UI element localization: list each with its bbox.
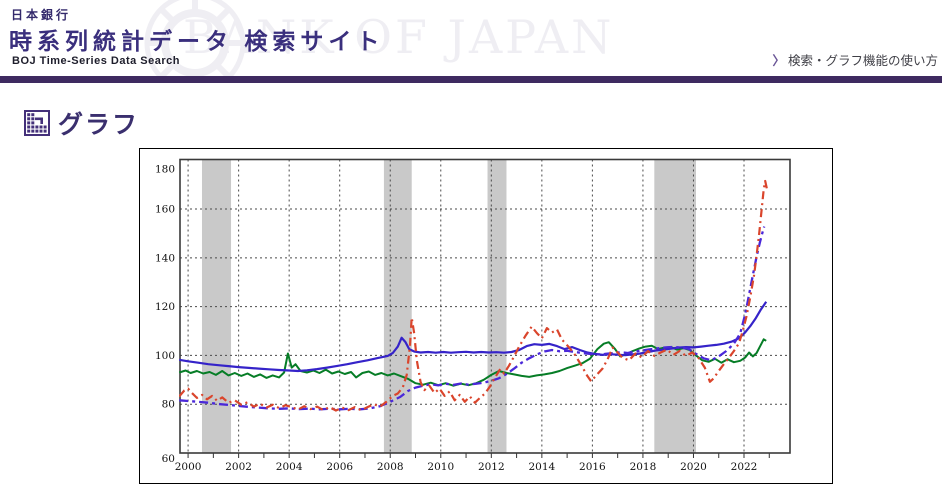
x-axis-label: 2002 [225,461,252,473]
y-axis-label: 180 [155,164,175,176]
y-axis-label: 80 [162,399,175,411]
site-subtitle: BOJ Time-Series Data Search [12,55,180,67]
x-axis-label: 2018 [630,461,657,473]
section-title: グラフ [58,111,140,139]
x-axis-label: 2004 [276,461,303,473]
help-link[interactable]: 〉検索・グラフ機能の使い方 [772,50,938,69]
brand-japanese-small: 日本銀行 [11,8,72,22]
y-axis-label: 100 [155,350,175,362]
x-axis-label: 2000 [175,461,202,473]
site-header: BANK OF JAPAN 日本銀行 時系列統計データ 検索サイト BOJ Ti… [0,0,942,83]
chevron-right-icon: 〉 [772,54,785,68]
site-title: 時系列統計データ 検索サイト [9,28,385,54]
graph-grid-icon [24,110,50,136]
series-blue-dashdot [179,226,766,411]
x-axis-label: 2022 [731,461,758,473]
help-link-label: 検索・グラフ機能の使い方 [787,54,938,68]
y-axis-label: 60 [162,453,175,465]
x-axis-label: 2014 [528,461,555,473]
x-axis-label: 2016 [579,461,606,473]
y-axis-label: 120 [155,301,175,313]
header-divider-bar [0,76,942,83]
chart-container: 60 80 100 120 140 160 180 2000 2002 2004 2006 2008 2… [139,148,833,484]
graph-section-heading: グラフ [24,105,139,141]
x-axis-label: 2006 [326,461,353,473]
y-axis-label: 140 [155,252,175,264]
x-axis-label: 2008 [377,461,404,473]
x-axis-label: 2012 [478,461,505,473]
bank-of-japan-watermark: BANK OF JAPAN [183,10,615,64]
series-red-dashdot [179,179,768,412]
series-blue-solid [179,301,768,373]
plot-border [179,158,791,454]
y-axis-label: 160 [155,204,175,216]
x-axis-label: 2020 [680,461,707,473]
x-axis-label: 2010 [427,461,454,473]
recession-band [383,159,412,453]
graph-canvas: 60 80 100 120 140 160 180 2000 2002 2004 2006 2008 2… [155,158,791,473]
boj-crest-watermark [144,0,246,83]
